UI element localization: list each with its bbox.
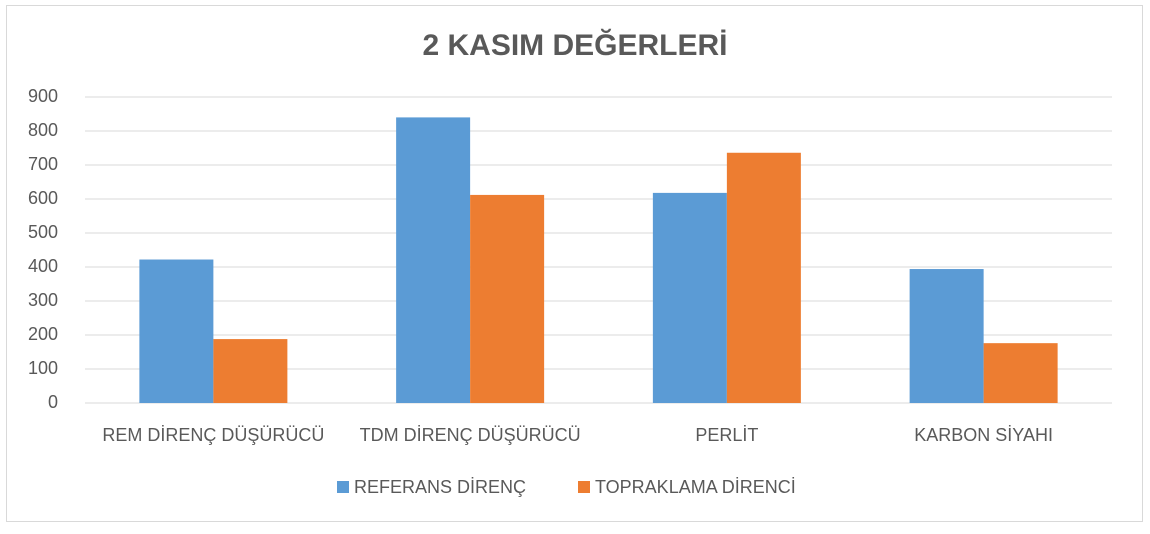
x-tick-label: TDM DİRENÇ DÜŞÜRÜCÜ: [360, 425, 581, 445]
bar: [213, 339, 288, 403]
bar: [470, 194, 545, 403]
bar: [139, 259, 214, 403]
y-tick-label: 200: [28, 324, 58, 344]
bar: [909, 269, 984, 403]
legend-swatch: [337, 481, 349, 493]
bar: [396, 117, 471, 404]
y-tick-label: 900: [28, 86, 58, 106]
legend-label: REFERANS DİRENÇ: [354, 477, 526, 497]
y-tick-label: 400: [28, 256, 58, 276]
chart-title: 2 KASIM DEĞERLERİ: [422, 28, 727, 62]
legend-label: TOPRAKLAMA DİRENCİ: [595, 477, 796, 497]
x-tick-label: REM DİRENÇ DÜŞÜRÜCÜ: [102, 425, 324, 445]
bar: [983, 343, 1058, 403]
legend-swatch: [578, 481, 590, 493]
y-tick-label: 800: [28, 120, 58, 140]
bar: [726, 152, 801, 403]
y-tick-label: 500: [28, 222, 58, 242]
x-tick-label: KARBON SİYAHI: [914, 425, 1053, 445]
y-tick-label: 600: [28, 188, 58, 208]
y-tick-label: 100: [28, 358, 58, 378]
x-tick-label: PERLİT: [695, 425, 758, 445]
y-tick-label: 0: [48, 392, 58, 412]
bar: [652, 192, 727, 403]
y-tick-label: 700: [28, 154, 58, 174]
y-tick-label: 300: [28, 290, 58, 310]
